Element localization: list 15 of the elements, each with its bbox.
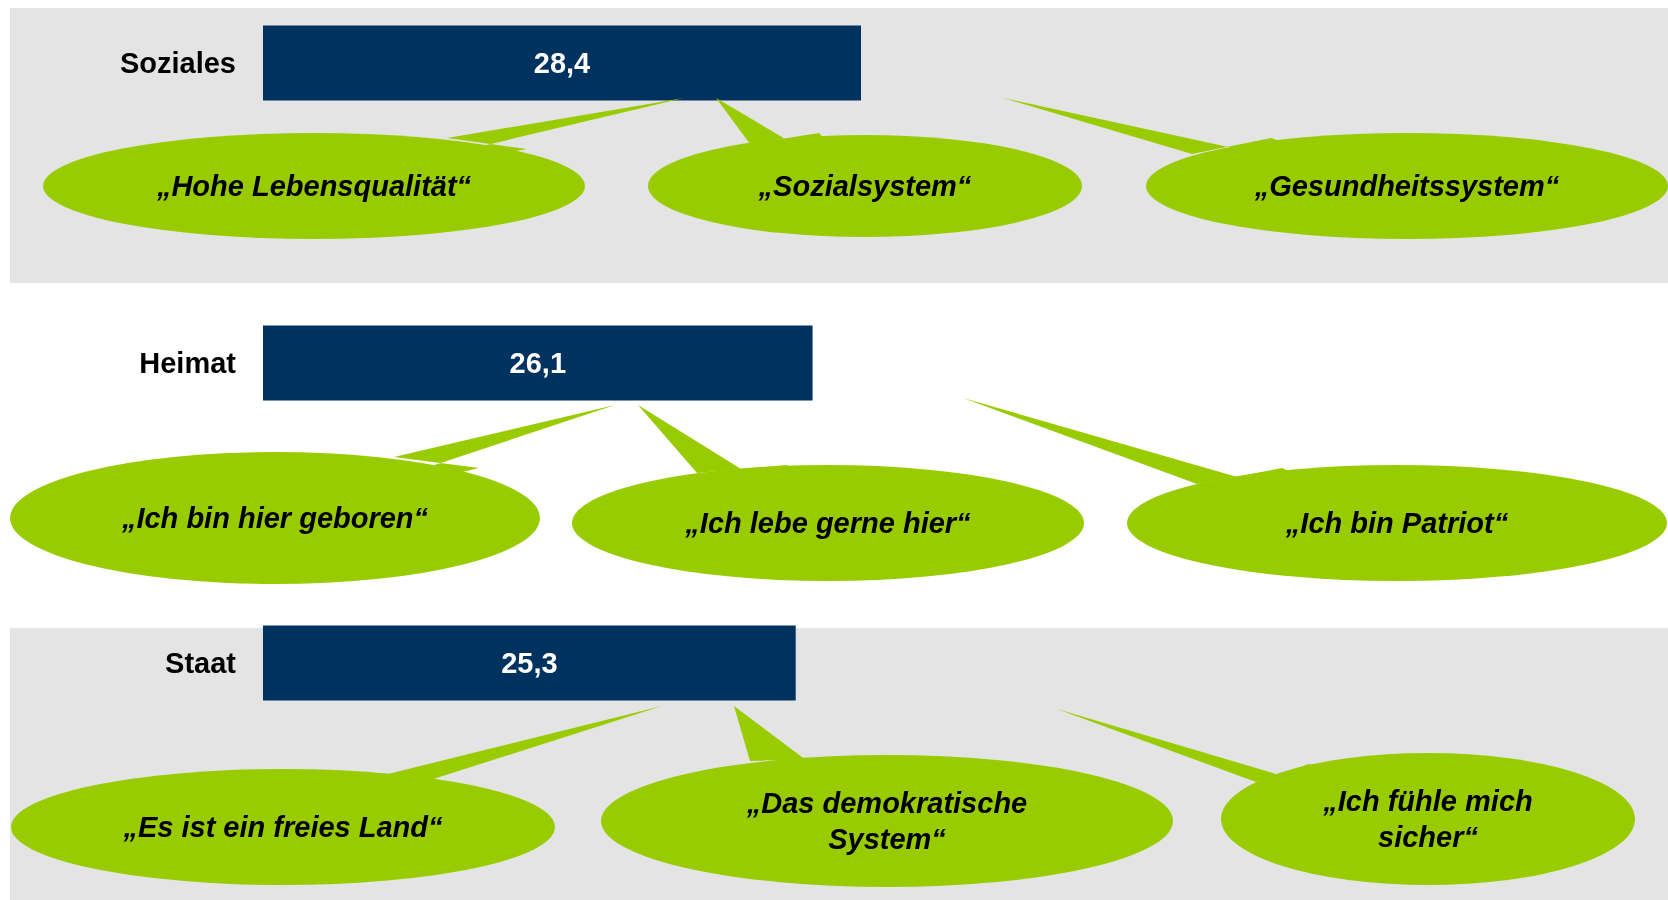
text: „Gesundheitssystem“ [1253,169,1561,204]
annotation: „Ich bin hier geboren“ [120,501,430,536]
annotation: „Es ist ein freies Land“ [122,810,444,845]
text: „Ich bin Patriot“ [1284,506,1510,541]
y-tick-label: Heimat [139,347,237,379]
y-tick-label: Staat [165,647,237,679]
y-tick-label: Soziales [119,47,236,79]
annotation: „Sozialsystem“ [757,169,973,204]
data-label: 26,1 [509,347,567,379]
annotation: „Ich lebe gerne hier“ [684,506,972,541]
data-label: 28,4 [533,47,591,79]
annotation: „Hohe Lebensqualität“ [155,169,473,204]
data-label: 25,3 [501,647,558,679]
text: „Ich fühle mich sicher“ [1322,784,1534,855]
annotation: „Das demokratische System“ [745,786,1029,857]
